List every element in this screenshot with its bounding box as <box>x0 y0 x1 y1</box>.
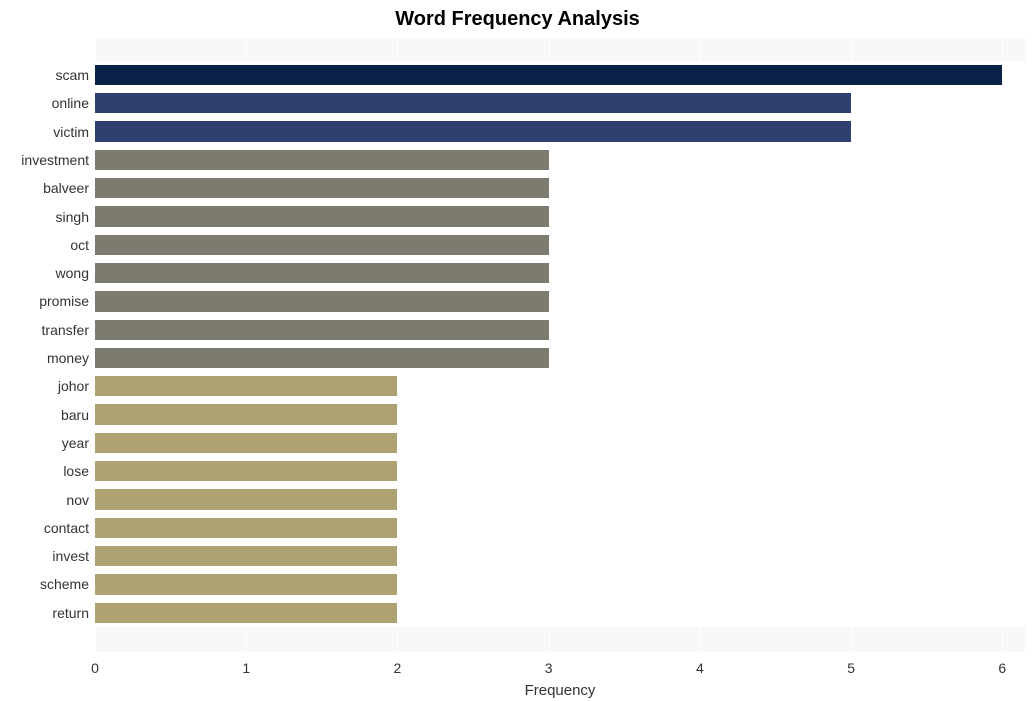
y-category-label: contact <box>44 520 89 536</box>
grid-line <box>851 38 852 652</box>
y-category-label: johor <box>58 378 89 394</box>
y-category-label: wong <box>56 265 89 281</box>
bar <box>95 433 397 453</box>
plot-area: scamonlinevictiminvestmentbalveersinghoc… <box>95 38 1025 652</box>
x-tick-label: 3 <box>545 660 553 676</box>
y-category-label: invest <box>52 548 89 564</box>
bar <box>95 121 851 141</box>
y-category-label: money <box>47 350 89 366</box>
chart-container: Word Frequency Analysis scamonlinevictim… <box>0 0 1035 701</box>
y-category-label: year <box>62 435 89 451</box>
x-tick-label: 6 <box>998 660 1006 676</box>
x-tick-label: 5 <box>847 660 855 676</box>
x-tick-label: 2 <box>394 660 402 676</box>
x-axis-label: Frequency <box>95 682 1025 699</box>
bar <box>95 404 397 424</box>
y-category-label: scam <box>56 67 89 83</box>
bar <box>95 178 549 198</box>
y-category-label: singh <box>56 209 89 225</box>
y-category-label: balveer <box>43 180 89 196</box>
bar <box>95 461 397 481</box>
bar <box>95 93 851 113</box>
y-category-label: promise <box>39 293 89 309</box>
bar <box>95 235 549 255</box>
bar <box>95 489 397 509</box>
y-category-label: oct <box>70 237 89 253</box>
bar <box>95 603 397 623</box>
x-tick-label: 0 <box>91 660 99 676</box>
chart-title: Word Frequency Analysis <box>0 8 1035 31</box>
grid-line <box>1002 38 1003 652</box>
bar <box>95 65 1002 85</box>
bar <box>95 518 397 538</box>
x-tick-label: 1 <box>242 660 250 676</box>
x-tick-label: 4 <box>696 660 704 676</box>
bar <box>95 150 549 170</box>
y-category-label: scheme <box>40 576 89 592</box>
bar <box>95 348 549 368</box>
y-category-label: investment <box>21 152 89 168</box>
bar <box>95 291 549 311</box>
y-category-label: transfer <box>42 322 89 338</box>
bar <box>95 574 397 594</box>
y-category-label: lose <box>63 463 89 479</box>
y-category-label: online <box>52 95 89 111</box>
y-category-label: victim <box>53 124 89 140</box>
bar <box>95 206 549 226</box>
y-category-label: nov <box>66 492 89 508</box>
bar <box>95 320 549 340</box>
y-category-label: baru <box>61 407 89 423</box>
bar <box>95 546 397 566</box>
bar <box>95 263 549 283</box>
bar <box>95 376 397 396</box>
y-category-label: return <box>52 605 89 621</box>
